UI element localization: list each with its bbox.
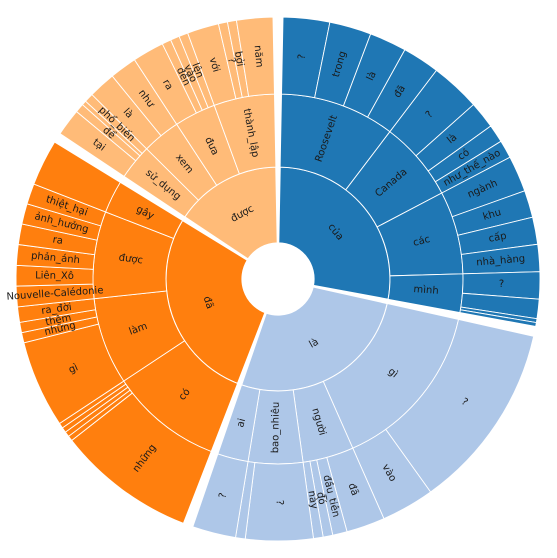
label-la-1-gi-0-mark-0: ?: [459, 396, 470, 408]
label-cua-0-cac-2-khu-1: khu: [482, 207, 503, 223]
label-da-2-duoc-2-lien-xo-1: Liên_Xô: [35, 269, 74, 281]
label-la-1-ai-3-mark-0: ?: [217, 492, 229, 500]
label-duoc-3-dua-2-ra-0: ra: [160, 78, 175, 92]
wedge-duoc-3-thanh-lap-3-nam-3[interactable]: [235, 16, 275, 97]
label-la-1-bao-nhieu-2-mark-0: ?: [274, 500, 285, 505]
wedge-la-1-ai-3-mark-0[interactable]: [192, 453, 249, 539]
label-cua-0-cac-2-cap-2: cấp: [488, 230, 508, 245]
label-cua-0-canada-1-mark-0: ?: [424, 109, 436, 120]
label-la-1-nguoi-1-nay-3: này: [306, 490, 321, 510]
label-cua-0-cac-2: các: [412, 233, 432, 249]
label-da-2-duoc-2: được: [118, 252, 144, 266]
label-la-1-ai-3: ai: [235, 417, 248, 428]
sunburst-wedges: [15, 16, 541, 542]
label-duoc-3-thanh-lap-3-boi-2: bởi: [232, 50, 246, 67]
label-duoc-3-thanh-lap-3-mark-1: ?: [225, 57, 237, 65]
label-cua-0-minh-3: mình: [413, 283, 439, 297]
label-da-2-duoc-2-phan-anh-2: phản_ánh: [31, 250, 81, 266]
label-duoc-3-thanh-lap-3-nam-3: năm: [252, 45, 265, 68]
label-da-2: đã: [201, 295, 215, 310]
label-la-1-nguoi-1-do-2: đó: [314, 491, 328, 506]
label-la-1-bao-nhieu-2: bao_nhiêu: [269, 402, 282, 454]
label-la-1-nguoi-1-da-0: đã: [346, 482, 361, 497]
label-cua-0-canada-1-co-2: có: [455, 146, 471, 162]
label-da-2-lam-1-them-2: thêm: [44, 312, 72, 329]
wedge-da-2-gay-3-blank-0[interactable]: [33, 141, 121, 213]
label-duoc-3-dua-2-len-3: lên: [189, 61, 206, 80]
label-da-2-lam-1: làm: [127, 320, 149, 338]
label-cua-0-roosevelt-0-mark-0: ?: [297, 54, 309, 60]
label-da-2-duoc-2-ra-3: ra: [52, 234, 64, 247]
label-da-2-lam-1-ra-doi-3: ra_đời: [41, 301, 73, 317]
wedge-cua-0-minh-3-tai-3[interactable]: [459, 309, 537, 327]
label-cua-0-cac-2-nha-hang-3: nhà_hàng: [476, 253, 526, 269]
label-cua-0-minh-3-mark-0: ?: [499, 279, 505, 290]
label-duoc-3-thanh-lap-3-voi-0: với: [207, 56, 223, 74]
